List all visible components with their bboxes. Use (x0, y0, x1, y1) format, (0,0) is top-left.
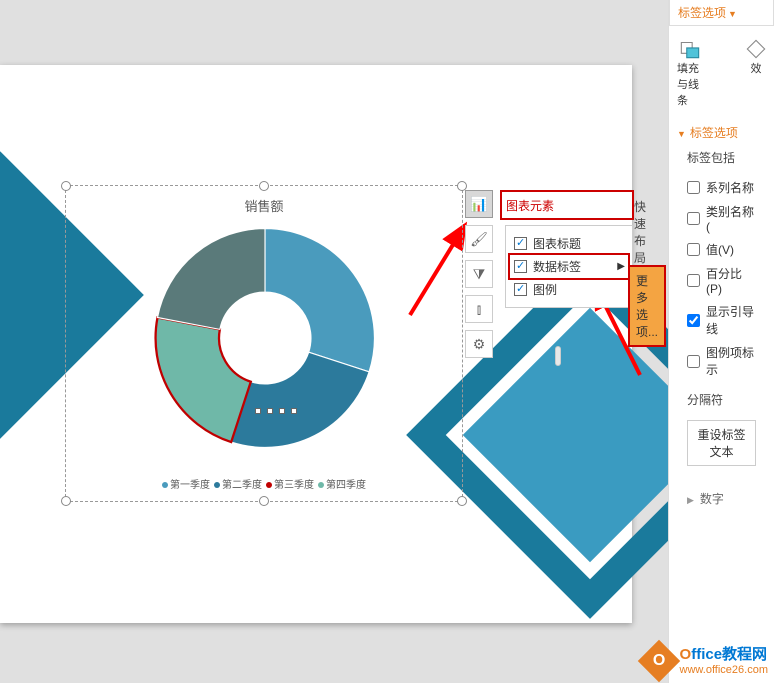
donut-slice[interactable] (156, 317, 251, 442)
panel-option[interactable]: 百分比(P) (687, 265, 756, 296)
donut-chart[interactable] (151, 224, 379, 452)
resize-handle[interactable] (61, 496, 71, 506)
watermark-url: www.office26.com (680, 664, 768, 677)
pane-splitter[interactable] (555, 346, 561, 366)
chart-filters-icon[interactable]: ⧩ (465, 260, 493, 288)
option-checkbox[interactable] (687, 243, 700, 256)
more-options-button[interactable]: 更多选项... (628, 265, 666, 347)
resize-handle[interactable] (457, 496, 467, 506)
fill-line-icon[interactable]: 填充与线条 (677, 38, 703, 108)
slice-selection-handles (255, 408, 297, 414)
resize-handle[interactable] (259, 496, 269, 506)
quick-layout-label[interactable]: 快速布局 (634, 190, 646, 274)
panel-option[interactable]: 类别名称( (687, 203, 756, 234)
watermark-title: Office教程网 (680, 646, 768, 664)
donut-slice[interactable] (265, 229, 374, 372)
chevron-right-icon: ▶ (617, 261, 625, 272)
watermark: O Office教程网 www.office26.com (644, 646, 768, 677)
checkbox-icon (514, 237, 527, 250)
legend-item[interactable]: 第四季度 (318, 476, 366, 491)
popup-title: 图表元素 (506, 197, 554, 214)
watermark-logo-icon: O (637, 640, 679, 682)
panel-tab[interactable]: 标签选项▼ (669, 0, 774, 26)
chart-settings-icon[interactable]: ⚙ (465, 330, 493, 358)
chart-elements-submenu: 图表标题数据标签▶图例 (505, 225, 633, 308)
option-checkbox[interactable] (687, 274, 700, 287)
resize-handle[interactable] (259, 181, 269, 191)
option-checkbox[interactable] (687, 181, 700, 194)
chart-styles-icon[interactable]: 🖌 (465, 225, 493, 253)
chart-elements-popup[interactable]: 图表元素 (500, 190, 634, 220)
panel-option[interactable]: 值(V) (687, 241, 756, 258)
donut-slice[interactable] (231, 352, 369, 447)
resize-handle[interactable] (61, 181, 71, 191)
slide-canvas: 销售额 第一季度第二季度第三季度第四季度 📊 🖌 ⧩ ⫾ ⚙ 图表元素 快速布局 图表标… (0, 0, 668, 683)
reset-label-button[interactable]: 重设标签文本 (687, 420, 756, 466)
panel-option[interactable]: 显示引导线 (687, 303, 756, 337)
checkbox-icon (514, 283, 527, 296)
separator-label: 分隔符 (669, 385, 774, 414)
option-checkbox[interactable] (687, 355, 700, 368)
section-label-options[interactable]: ▼标签选项 (669, 116, 774, 145)
option-checkbox[interactable] (687, 212, 700, 225)
legend-item[interactable]: 第二季度 (214, 476, 262, 491)
chart-toolbar: 📊 🖌 ⧩ ⫾ ⚙ (465, 190, 495, 358)
effects-icon[interactable]: 效 (743, 38, 769, 108)
slide: 销售额 第一季度第二季度第三季度第四季度 📊🖌⧩⫾⚙ 图表元素 快速布局 图表标… (0, 65, 632, 623)
submenu-item[interactable]: 图例 (510, 278, 628, 301)
format-panel: 标签选项▼ 填充与线条 效 ▼标签选项 标签包括 系列名称类别名称( 值(V) 百分… (668, 0, 774, 683)
option-checkbox[interactable] (687, 314, 700, 327)
legend-item[interactable]: 第一季度 (162, 476, 210, 491)
checkbox-icon (514, 260, 527, 273)
section-number[interactable]: ▶数字 (669, 472, 774, 525)
chart-frame[interactable]: 销售额 第一季度第二季度第三季度第四季度 (65, 185, 463, 502)
submenu-item[interactable]: 数据标签▶ (508, 253, 630, 280)
panel-option[interactable]: 系列名称 (687, 179, 756, 196)
chart-legend[interactable]: 第一季度第二季度第三季度第四季度 (66, 476, 462, 491)
donut-slice[interactable] (157, 229, 265, 330)
chart-elements-icon[interactable]: 📊 (465, 190, 493, 218)
chart-type-icon[interactable]: ⫾ (465, 295, 493, 323)
tab-label-options: 标签选项▼ (678, 6, 737, 20)
legend-item[interactable]: 第三季度 (266, 476, 314, 491)
panel-option[interactable]: 图例项标示 (687, 344, 756, 378)
submenu-item[interactable]: 图表标题 (510, 232, 628, 255)
include-label: 标签包括 (669, 145, 774, 172)
donut-svg (151, 224, 379, 452)
